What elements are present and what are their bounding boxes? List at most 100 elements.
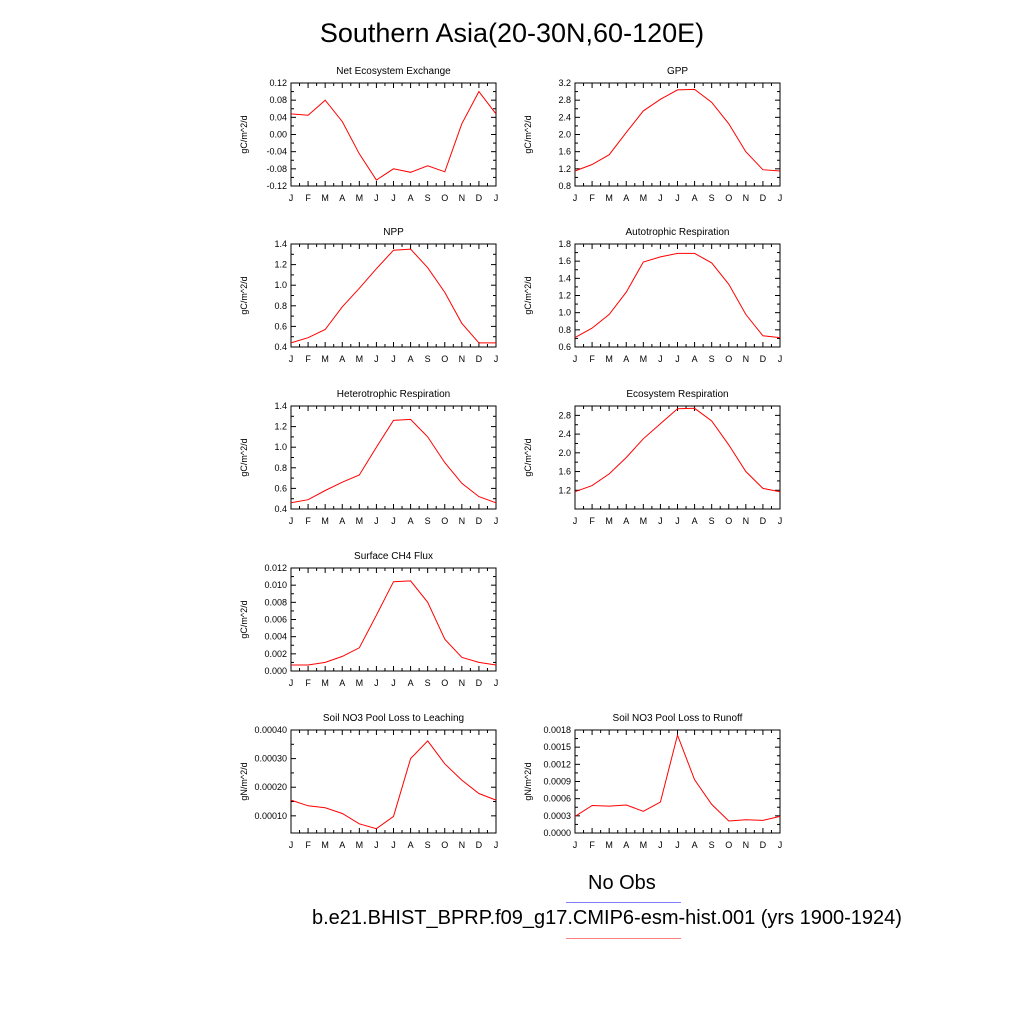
y-tick-label: 1.6 (558, 147, 571, 157)
series-line (291, 580, 497, 666)
plot-frame (574, 243, 781, 348)
x-tick-label: N (459, 678, 466, 688)
y-tick-label: 0.12 (269, 78, 287, 88)
x-tick-label: S (709, 354, 715, 364)
x-tick-label: J (374, 678, 379, 688)
series-line (290, 90, 497, 181)
x-tick-label: J (289, 516, 294, 526)
y-tick-label: 0.0012 (543, 759, 571, 769)
chart-title: NPP (383, 227, 404, 238)
x-tick-label: M (640, 354, 648, 364)
x-tick-label: A (339, 840, 345, 850)
x-tick-label: J (391, 516, 396, 526)
y-tick-label: 0.00010 (254, 811, 287, 821)
y-tick-label: 0.000 (264, 666, 287, 676)
chart-panel-9: J F M A M J J A S O N D J0.00000.00030.00060.00090.0… (523, 713, 782, 850)
legend-model-line (566, 938, 681, 939)
y-tick-label: 0.0006 (543, 794, 571, 804)
x-tick-label: A (339, 516, 345, 526)
x-tick-label: O (725, 354, 732, 364)
series-line (574, 88, 781, 172)
x-tick-label: J (289, 840, 294, 850)
y-tick-label: 0.008 (264, 597, 287, 607)
x-tick-label: M (640, 840, 648, 850)
x-tick-label: M (356, 193, 364, 203)
x-tick-label: A (692, 840, 698, 850)
x-tick-label: A (408, 516, 414, 526)
y-tick-label: 0.0009 (543, 777, 571, 787)
x-tick-label: N (743, 516, 750, 526)
series-line (290, 248, 496, 344)
plot-frame (290, 567, 497, 672)
y-tick-label: 0.010 (264, 580, 287, 590)
x-tick-label: M (356, 678, 364, 688)
plot-frame (290, 729, 497, 834)
y-tick-label: 1.2 (274, 422, 287, 432)
y-tick-label: 0.6 (558, 342, 571, 352)
y-axis-label: gC/m^2/d (239, 276, 249, 314)
x-tick-label: F (305, 516, 311, 526)
x-tick-label: N (459, 354, 466, 364)
x-tick-label: M (605, 193, 613, 203)
x-tick-label: J (494, 193, 499, 203)
x-tick-label: D (760, 354, 767, 364)
x-tick-label: O (441, 193, 448, 203)
y-tick-label: 0.6 (274, 321, 287, 331)
x-tick-label: A (339, 678, 345, 688)
y-tick-label: 0.0000 (543, 828, 571, 838)
x-tick-label: J (675, 516, 680, 526)
x-tick-label: M (356, 516, 364, 526)
x-tick-label: J (675, 840, 680, 850)
x-tick-label: M (321, 840, 329, 850)
legend-obs-line (566, 902, 681, 903)
chart-panel-8: J F M A M J J A S O N D J0.000100.000200.000300.0004… (239, 713, 498, 850)
x-tick-label: J (289, 678, 294, 688)
y-tick-label: 2.0 (558, 130, 571, 140)
x-tick-label: J (778, 840, 783, 850)
x-tick-label: F (589, 193, 595, 203)
x-tick-label: J (675, 354, 680, 364)
x-tick-label: D (760, 516, 767, 526)
x-tick-label: O (725, 516, 732, 526)
chart-title: GPP (667, 66, 688, 77)
y-tick-label: 0.00 (269, 130, 287, 140)
y-tick-label: 0.8 (558, 181, 571, 191)
chart-title: Surface CH4 Flux (354, 551, 433, 562)
x-tick-label: A (339, 354, 345, 364)
x-tick-label: J (658, 840, 663, 850)
x-tick-label: J (494, 840, 499, 850)
y-tick-label: 0.012 (264, 563, 287, 573)
x-tick-label: N (743, 354, 750, 364)
series-line (290, 418, 497, 504)
x-tick-label: D (476, 193, 483, 203)
y-tick-label: 0.00040 (254, 725, 287, 735)
chart-panel-4: J F M A M J J A S O N D J0.60.81.01.21.41.61.8Autotr… (523, 227, 782, 364)
plot-frame (290, 82, 497, 187)
x-tick-label: J (391, 678, 396, 688)
x-tick-label: S (425, 678, 431, 688)
y-tick-label: 1.4 (274, 401, 287, 411)
y-tick-label: 1.6 (558, 256, 571, 266)
y-tick-label: 0.4 (274, 504, 287, 514)
x-tick-label: M (605, 840, 613, 850)
x-tick-label: J (374, 354, 379, 364)
x-tick-label: D (476, 678, 483, 688)
x-tick-label: O (441, 354, 448, 364)
x-tick-label: F (589, 516, 595, 526)
y-tick-label: 0.0018 (543, 725, 571, 735)
y-tick-label: 1.2 (558, 164, 571, 174)
y-tick-label: 0.8 (274, 463, 287, 473)
x-tick-label: O (441, 840, 448, 850)
y-tick-label: -0.08 (266, 164, 287, 174)
x-tick-label: J (494, 678, 499, 688)
x-tick-label: A (623, 193, 629, 203)
x-tick-label: N (743, 193, 750, 203)
y-tick-label: 1.8 (558, 239, 571, 249)
x-tick-label: M (605, 354, 613, 364)
x-tick-label: J (573, 193, 578, 203)
y-axis-label: gC/m^2/d (239, 115, 249, 153)
y-tick-label: 0.4 (274, 342, 287, 352)
x-tick-label: J (778, 516, 783, 526)
x-tick-label: A (408, 354, 414, 364)
plot-frame (574, 729, 781, 834)
